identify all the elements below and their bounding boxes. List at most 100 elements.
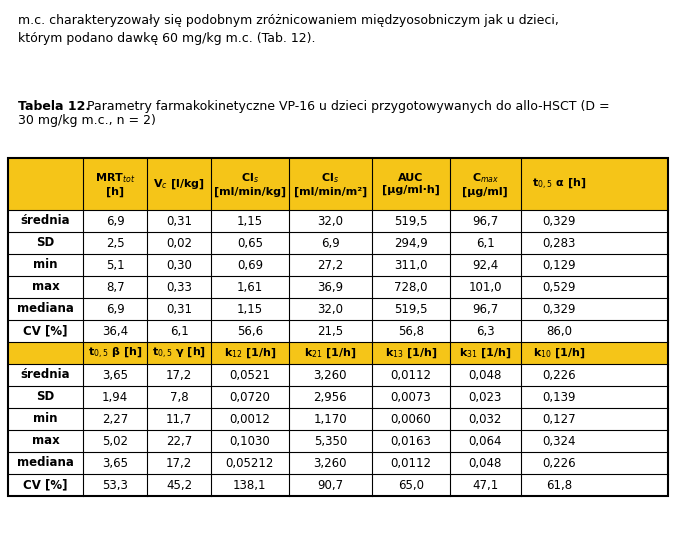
Text: Cl$_s$
[ml/min/kg]: Cl$_s$ [ml/min/kg] [214, 171, 286, 197]
Bar [8, 232, 668, 254]
Text: 0,023: 0,023 [468, 390, 502, 404]
Text: 0,048: 0,048 [468, 456, 502, 469]
Text: V$_c$ [l/kg]: V$_c$ [l/kg] [153, 177, 205, 191]
Text: k$_{13}$ [1/h]: k$_{13}$ [1/h] [385, 346, 437, 360]
Text: k$_{21}$ [1/h]: k$_{21}$ [1/h] [304, 346, 357, 360]
Text: CV [%]: CV [%] [24, 324, 68, 338]
Bar [8, 276, 668, 298]
Text: 8,7: 8,7 [106, 281, 124, 293]
Text: 6,9: 6,9 [106, 214, 124, 227]
Text: 0,31: 0,31 [166, 214, 192, 227]
Text: 0,30: 0,30 [166, 259, 192, 272]
Text: AUC
[µg/ml·h]: AUC [µg/ml·h] [382, 173, 440, 195]
Text: 53,3: 53,3 [102, 478, 128, 492]
Text: 1,94: 1,94 [102, 390, 128, 404]
Bar [8, 158, 668, 496]
Text: 6,3: 6,3 [476, 324, 494, 338]
Text: 0,0112: 0,0112 [391, 368, 431, 381]
Text: 0,283: 0,283 [543, 236, 576, 250]
Text: 6,9: 6,9 [106, 302, 124, 315]
Bar [8, 408, 668, 430]
Text: 0,048: 0,048 [468, 368, 502, 381]
Text: 0,31: 0,31 [166, 302, 192, 315]
Text: min: min [33, 413, 58, 426]
Bar [8, 364, 668, 386]
Text: 1,170: 1,170 [314, 413, 347, 426]
Text: max: max [32, 281, 59, 293]
Text: 86,0: 86,0 [546, 324, 573, 338]
Text: 0,69: 0,69 [237, 259, 263, 272]
Text: 519,5: 519,5 [394, 214, 428, 227]
Text: SD: SD [37, 390, 55, 404]
Text: Cl$_s$
[ml/min/m²]: Cl$_s$ [ml/min/m²] [294, 171, 367, 197]
Text: 90,7: 90,7 [317, 478, 343, 492]
Text: CV [%]: CV [%] [24, 478, 68, 492]
Text: 0,032: 0,032 [468, 413, 502, 426]
Text: 6,1: 6,1 [476, 236, 495, 250]
Text: 17,2: 17,2 [166, 456, 193, 469]
Text: 1,61: 1,61 [237, 281, 263, 293]
Text: 294,9: 294,9 [394, 236, 428, 250]
Text: 0,139: 0,139 [543, 390, 576, 404]
Text: 5,350: 5,350 [314, 435, 347, 447]
Text: 0,65: 0,65 [237, 236, 263, 250]
Text: 56,8: 56,8 [398, 324, 424, 338]
Text: 30 mg/kg m.c., n = 2): 30 mg/kg m.c., n = 2) [18, 114, 156, 127]
Text: 27,2: 27,2 [317, 259, 343, 272]
Text: 92,4: 92,4 [472, 259, 498, 272]
Text: 7,8: 7,8 [170, 390, 189, 404]
Text: 21,5: 21,5 [317, 324, 343, 338]
Text: 2,27: 2,27 [102, 413, 128, 426]
Bar [8, 430, 668, 452]
Bar [8, 210, 668, 232]
Text: 56,6: 56,6 [237, 324, 263, 338]
Text: 0,02: 0,02 [166, 236, 192, 250]
Text: 65,0: 65,0 [398, 478, 424, 492]
Text: min: min [33, 259, 58, 272]
Text: MRT$_{tot}$
[h]: MRT$_{tot}$ [h] [95, 171, 135, 197]
Bar [8, 298, 668, 320]
Text: 0,064: 0,064 [468, 435, 502, 447]
Text: 0,129: 0,129 [543, 259, 576, 272]
Text: średnia: średnia [21, 368, 70, 381]
Text: 96,7: 96,7 [472, 302, 498, 315]
Text: t$_{0,5}$ α [h]: t$_{0,5}$ α [h] [533, 177, 587, 192]
Text: 0,226: 0,226 [543, 456, 576, 469]
Text: 2,5: 2,5 [106, 236, 124, 250]
Text: SD: SD [37, 236, 55, 250]
Text: 32,0: 32,0 [318, 214, 343, 227]
Text: 96,7: 96,7 [472, 214, 498, 227]
Text: t$_{0,5}$ γ [h]: t$_{0,5}$ γ [h] [152, 346, 206, 360]
Text: 2,956: 2,956 [314, 390, 347, 404]
Text: k$_{10}$ [1/h]: k$_{10}$ [1/h] [533, 346, 585, 360]
Text: Parametry farmakokinetyczne VP-16 u dzieci przygotowywanych do allo-HSCT (D =: Parametry farmakokinetyczne VP-16 u dzie… [83, 100, 610, 113]
Text: 311,0: 311,0 [394, 259, 428, 272]
Text: 138,1: 138,1 [233, 478, 266, 492]
Text: 1,15: 1,15 [237, 302, 263, 315]
Text: 0,0073: 0,0073 [391, 390, 431, 404]
Text: 5,02: 5,02 [102, 435, 128, 447]
Text: 0,324: 0,324 [543, 435, 576, 447]
Text: 36,9: 36,9 [317, 281, 343, 293]
Bar [8, 452, 668, 474]
Text: 0,0112: 0,0112 [391, 456, 431, 469]
Text: 11,7: 11,7 [166, 413, 193, 426]
Text: 3,65: 3,65 [102, 456, 128, 469]
Text: 728,0: 728,0 [394, 281, 428, 293]
Text: 0,1030: 0,1030 [230, 435, 270, 447]
Text: 101,0: 101,0 [468, 281, 502, 293]
Text: 519,5: 519,5 [394, 302, 428, 315]
Text: 6,1: 6,1 [170, 324, 189, 338]
Text: 0,226: 0,226 [543, 368, 576, 381]
Text: 17,2: 17,2 [166, 368, 193, 381]
Text: średnia: średnia [21, 214, 70, 227]
Text: 32,0: 32,0 [318, 302, 343, 315]
Text: 0,05212: 0,05212 [226, 456, 274, 469]
Text: mediana: mediana [17, 456, 74, 469]
Text: 1,15: 1,15 [237, 214, 263, 227]
Text: 3,260: 3,260 [314, 368, 347, 381]
Text: 0,0012: 0,0012 [229, 413, 270, 426]
Text: 6,9: 6,9 [321, 236, 340, 250]
Text: 22,7: 22,7 [166, 435, 193, 447]
Text: 45,2: 45,2 [166, 478, 193, 492]
